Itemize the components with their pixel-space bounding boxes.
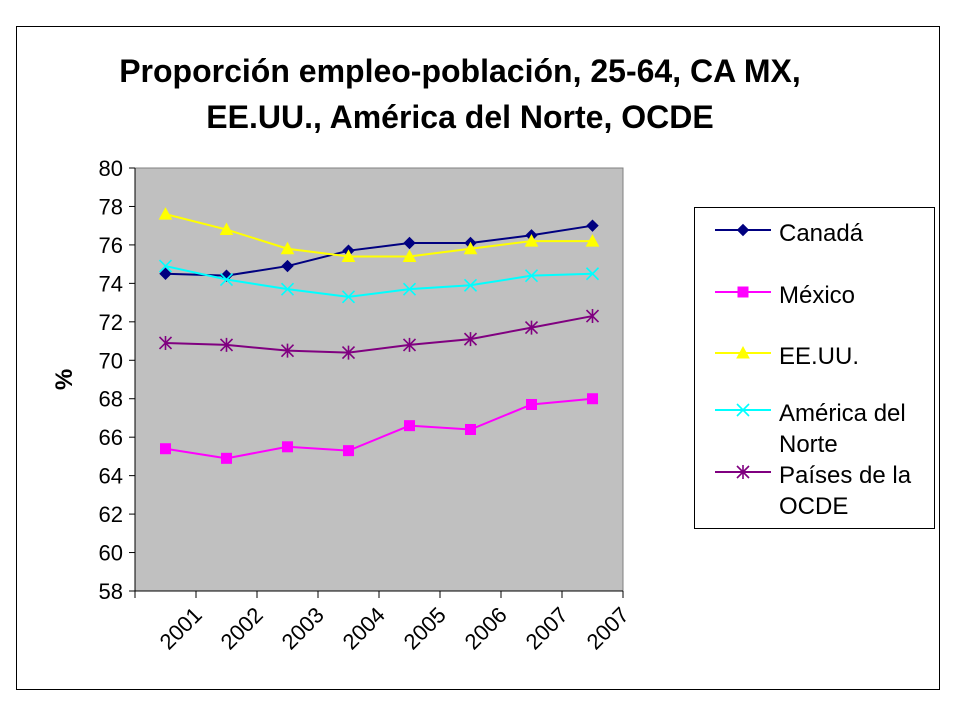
data-point [402,337,417,352]
legend-swatch [715,465,771,479]
legend-label: América del Norte [779,398,929,460]
chart-title: Proporción empleo-población, 25-64, CA M… [0,48,920,140]
legend-label-line: Norte [779,431,838,458]
legend-label: EE.UU. [779,341,929,372]
y-tick-label: 58 [99,579,123,604]
legend-swatch [715,345,771,359]
legend-label: México [779,280,929,311]
y-tick-label: 64 [99,464,123,489]
data-point [281,259,294,273]
y-tick-label: 60 [99,541,123,566]
x-tick-label: 2006 [460,602,512,654]
x-tick-label: 2001 [155,602,207,654]
y-tick-label: 70 [99,348,123,373]
data-point [463,278,478,292]
data-point [402,249,417,262]
data-point [158,207,173,220]
legend-label: Canadá [779,218,929,249]
data-point [159,267,172,280]
y-tick-label: 80 [99,156,123,181]
data-point [221,452,232,464]
data-point [585,267,600,281]
data-point [463,241,478,255]
x-tick-label: 2004 [338,602,390,654]
legend-marker [736,345,750,359]
legend-swatch [715,223,771,237]
legend-label-line: EE.UU. [779,343,860,370]
series-line [165,397,593,460]
legend-marker [736,223,750,237]
data-point [524,269,539,283]
data-point [219,272,234,287]
data-point [341,249,356,262]
data-point [219,222,234,236]
y-tick-label: 78 [99,194,123,219]
legend-label: Países de la OCDE [779,460,929,522]
data-point [160,443,171,455]
data-point [465,423,476,435]
data-point [158,335,173,350]
data-point [341,290,356,304]
data-point [402,282,417,296]
x-tick-label: 2007 [582,602,634,654]
x-tick-label: 2005 [399,602,451,654]
legend-marker [736,403,750,417]
data-point [463,332,478,347]
data-point [404,420,415,432]
data-point [524,234,539,247]
series-2 [158,207,600,262]
y-tick-label: 62 [99,502,123,527]
legend-swatch [715,286,771,298]
data-point [587,393,598,405]
chart-title-line-2: EE.UU., América del Norte, OCDE [206,99,714,135]
x-tick-label: 2007 [521,602,573,654]
x-tick-label: 2003 [277,602,329,654]
chart-title-line-1: Proporción empleo-población, 25-64, CA M… [119,53,801,89]
legend-label-line: América del [779,400,906,427]
data-point [280,241,295,255]
data-point [282,441,293,453]
series-line [165,315,593,354]
y-tick-label: 68 [99,387,123,412]
legend-label-line: México [779,282,856,309]
plot-area [134,167,624,592]
series-1 [160,393,598,464]
data-point [403,236,416,250]
data-point [585,309,600,324]
legend-swatch [715,403,771,417]
data-point [158,259,173,273]
data-point [219,337,234,352]
y-tick-label: 66 [99,425,123,450]
data-point [526,398,537,410]
series-line [165,265,593,298]
data-point [280,282,295,296]
series-0 [159,219,599,282]
data-point [280,343,295,358]
legend-label-line: Países de la [779,462,912,489]
legend: Canadá México EE.UU. América del Norte Países… [694,207,935,529]
legend-label-line: Canadá [779,220,864,247]
series-4 [158,309,600,360]
legend-marker [737,286,749,298]
x-tick-label: 2002 [216,602,268,654]
data-point [343,445,354,457]
y-tick-label: 76 [99,233,123,258]
data-point [524,320,539,335]
data-point [586,219,599,232]
series-3 [158,259,600,304]
legend-label-line: OCDE [779,493,849,520]
legend-marker [736,465,750,479]
y-tick-label: 74 [99,271,123,296]
data-point [341,345,356,360]
y-tick-label: 72 [99,310,123,335]
y-axis-label: % [51,369,78,390]
series-line [165,213,593,258]
data-point [585,234,600,247]
series-line [165,224,593,277]
